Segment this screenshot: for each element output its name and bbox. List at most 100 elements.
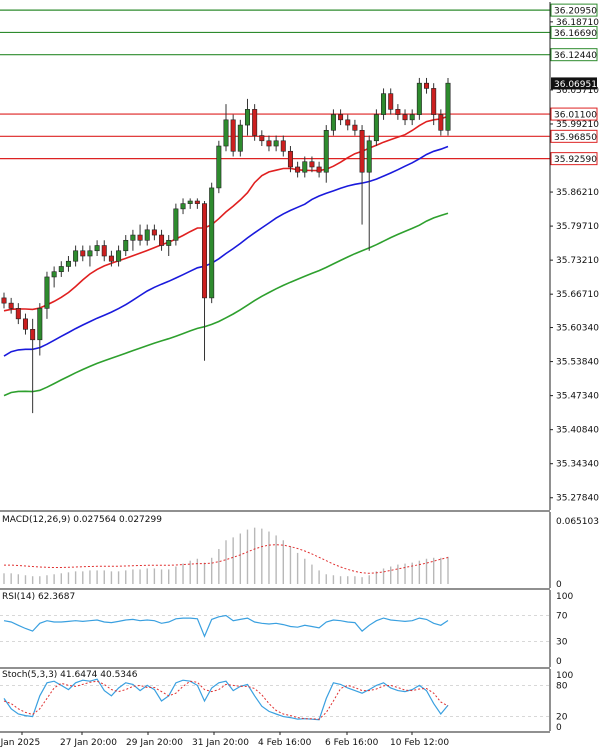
- candle-body: [345, 119, 351, 126]
- moving-average-line: [3, 115, 449, 312]
- candle-body: [51, 271, 57, 278]
- stoch-tick-label: 20: [556, 713, 568, 723]
- candle-body: [366, 140, 372, 173]
- last-price-label: 36.06951: [554, 80, 597, 90]
- price-level-label: 36.20950: [554, 7, 597, 17]
- candle-body: [438, 114, 444, 131]
- candle-body: [1, 297, 7, 304]
- price-tick-label: 35.47340: [556, 392, 599, 402]
- price-level-label: 35.96850: [554, 133, 597, 143]
- candle-body: [395, 109, 401, 115]
- candle-body: [137, 234, 143, 241]
- candle-body: [431, 88, 437, 115]
- price-level-label-box: [550, 129, 598, 143]
- price-level-label-box: [550, 3, 598, 17]
- price-level-label: 36.12440: [554, 51, 597, 61]
- price-level-label: 36.16690: [554, 29, 597, 39]
- stochastic-label: Stoch(5,3,3) 41.6474 40.5346: [2, 670, 138, 680]
- candle-body: [159, 234, 165, 246]
- candle-body: [316, 166, 322, 173]
- time-tick-label: 4 Jan 2025: [0, 738, 40, 748]
- candle-body: [44, 276, 50, 309]
- stoch-tick-label: 80: [556, 681, 568, 691]
- time-tick-label: 27 Jan 20:00: [60, 738, 117, 748]
- candle-body: [409, 114, 415, 121]
- candle-body: [244, 109, 250, 126]
- price-tick-label: 35.60340: [556, 324, 599, 334]
- candle-body: [266, 140, 272, 147]
- candle-body: [302, 161, 308, 173]
- candle-body: [237, 124, 243, 152]
- price-tick-label: 35.27840: [556, 494, 599, 504]
- candle-body: [151, 229, 157, 236]
- time-tick-label: 31 Jan 20:00: [192, 738, 249, 748]
- candle-body: [338, 114, 344, 121]
- candle-body: [94, 245, 100, 252]
- macd-tick-label: 0.065103: [556, 517, 599, 527]
- moving-average-line: [3, 212, 449, 397]
- price-tick-label: 36.18710: [556, 18, 599, 28]
- time-tick-label: 4 Feb 16:00: [258, 738, 312, 748]
- price-level-label: 35.92590: [554, 155, 597, 165]
- price-tick-label: 35.79710: [556, 222, 599, 232]
- candle-body: [223, 119, 229, 147]
- last-price-box: [551, 77, 597, 90]
- candle-body: [352, 124, 358, 131]
- price-tick-label: 35.73210: [556, 256, 599, 266]
- candle-body: [202, 203, 208, 299]
- candle-body: [180, 203, 186, 210]
- candle-body: [209, 187, 215, 299]
- candle-body: [144, 229, 150, 241]
- candle-body: [252, 109, 258, 136]
- candle-body: [123, 239, 129, 252]
- price-tick-label: 35.86210: [556, 188, 599, 198]
- candle-body: [173, 208, 179, 241]
- stoch-tick-label: 0: [556, 723, 562, 733]
- price-axis: 36.18710 36.05710 35.99210 35.86210 35.79710…: [550, 18, 599, 504]
- stoch-d-line: [3, 680, 449, 720]
- candle-body: [166, 239, 172, 246]
- candle-body: [87, 250, 93, 257]
- candle-body: [80, 250, 86, 257]
- candle-body: [37, 308, 43, 341]
- candle-body: [330, 114, 336, 131]
- macd-tick-label: 0: [556, 580, 562, 590]
- price-level-lines: 36.20950 36.16690 36.12440 36.01100 35.96850…: [0, 3, 598, 166]
- candle-body: [58, 266, 64, 273]
- rsi-tick-label: 70: [556, 612, 568, 622]
- price-level-label-box: [550, 152, 598, 166]
- price-level-label-box: [550, 107, 598, 121]
- time-tick-label: 6 Feb 16:00: [325, 738, 379, 748]
- candle-body: [287, 150, 293, 168]
- candle-body: [259, 135, 265, 142]
- candle-body: [295, 166, 301, 173]
- candle-body: [230, 119, 236, 152]
- time-tick-label: 10 Feb 12:00: [390, 738, 449, 748]
- price-tick-label: 36.05710: [556, 86, 599, 96]
- price-level-label-box: [550, 25, 598, 39]
- candle-body: [187, 200, 193, 204]
- price-level-label-box: [550, 48, 598, 62]
- panel-frame: [0, 2, 551, 733]
- moving-average-line: [3, 145, 449, 357]
- candle-body: [280, 140, 286, 152]
- rsi-tick-label: 100: [556, 592, 573, 602]
- macd-panel: MACD(12,26,9) 0.027564 0.027299 0.065103…: [2, 515, 599, 590]
- price-tick-label: 35.40840: [556, 426, 599, 436]
- candlestick-series: [1, 77, 451, 414]
- price-level-label: 36.01100: [554, 111, 597, 121]
- candle-body: [416, 82, 422, 115]
- candle-body: [359, 130, 365, 173]
- rsi-panel: RSI(14) 62.3687 100 70 30 0: [0, 592, 573, 667]
- stoch-k-line: [3, 678, 449, 721]
- macd-label: MACD(12,26,9) 0.027564 0.027299: [2, 515, 162, 525]
- candle-body: [73, 250, 79, 262]
- price-tick-label: 35.34340: [556, 460, 599, 470]
- candle-body: [381, 93, 387, 115]
- candle-body: [273, 140, 279, 147]
- candle-body: [116, 250, 122, 262]
- price-tick-label: 35.53840: [556, 358, 599, 368]
